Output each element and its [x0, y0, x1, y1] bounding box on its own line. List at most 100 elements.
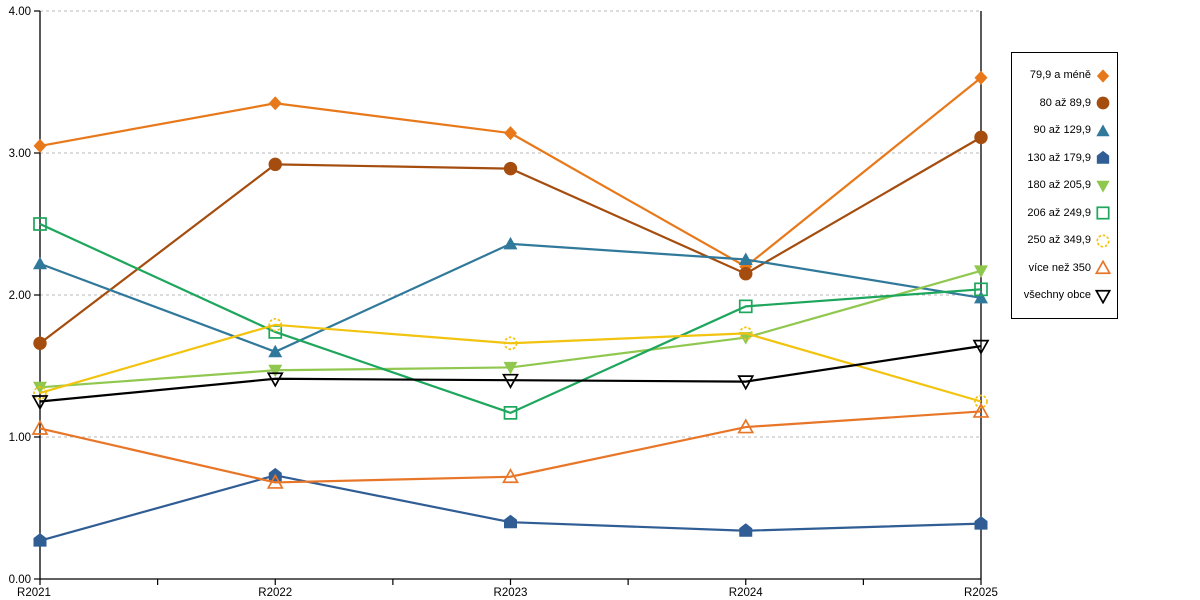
- x-axis-tick-label: R2024: [729, 587, 763, 599]
- legend-item-8: všechny obce: [1014, 288, 1111, 304]
- circle-marker: [268, 157, 282, 172]
- circle-marker: [1096, 96, 1110, 110]
- triangle-down-marker: [503, 361, 518, 375]
- triangle-up-marker: [268, 344, 283, 358]
- series-0: [33, 70, 988, 274]
- legend-item-2: 90 až 129,9: [1014, 123, 1111, 139]
- triangle-up-marker: [266, 473, 284, 489]
- triangle-up-legend-icon: [1095, 260, 1111, 275]
- legend-item-label: 130 až 179,9: [1027, 151, 1091, 164]
- circle-dashed-marker: [738, 326, 753, 341]
- pentagon-marker: [974, 516, 988, 530]
- square-marker: [1096, 206, 1110, 220]
- circle-dashed-marker: [33, 386, 47, 400]
- legend-item-label: 90 až 129,9: [1033, 124, 1092, 136]
- legend-item-label: 79,9 a méně: [1029, 69, 1091, 81]
- pentagon-marker: [504, 514, 517, 529]
- y-axis-tick-label: 3.00: [9, 148, 31, 160]
- y-axis-tick-label: 1.00: [9, 432, 31, 444]
- diamond-marker: [1096, 68, 1110, 83]
- x-axis-tick-label: R2025: [964, 587, 998, 599]
- legend-item-label: 250 až 349,9: [1027, 234, 1091, 246]
- square-legend-icon: [1096, 206, 1110, 220]
- series-line-8: [39, 345, 982, 403]
- circle-marker: [503, 161, 518, 176]
- triangle-up-marker: [1096, 123, 1110, 136]
- diamond-marker: [268, 96, 282, 111]
- legend-item-0: 79,9 a méně: [1014, 68, 1111, 84]
- circle-dashed-marker: [268, 317, 283, 332]
- x-axis-tick-label: R2023: [494, 587, 528, 599]
- series-2: [33, 236, 988, 358]
- legend-item-5: 206 až 249,9: [1014, 205, 1111, 221]
- triangle-down-marker: [1095, 289, 1111, 304]
- legend-item-label: více než 350: [1028, 261, 1091, 274]
- triangle-down-marker: [266, 372, 284, 388]
- square-marker: [974, 282, 988, 297]
- diamond-marker: [504, 126, 517, 141]
- pentagon-marker: [739, 523, 753, 537]
- circle-dashed-marker: [1096, 233, 1110, 248]
- legend-item-label: všechny obce: [1023, 289, 1091, 301]
- triangle-down-marker: [268, 364, 283, 378]
- x-axis-tick-label: R2021: [17, 587, 51, 599]
- diamond-marker: [33, 138, 47, 153]
- circle-marker: [974, 130, 988, 145]
- triangle-down-marker: [974, 265, 988, 278]
- triangle-down-marker: [31, 395, 49, 411]
- circle-dashed-legend-icon: [1096, 233, 1110, 248]
- series-7: [31, 402, 990, 489]
- series-line-7: [39, 410, 982, 484]
- chart-legend: 79,9 a méně 80 až 89,9 90 až 129,9 130 až 1…: [1011, 52, 1118, 319]
- triangle-up-marker: [738, 252, 753, 265]
- y-axis-tick-label: 0.00: [9, 574, 31, 586]
- circle-legend-icon: [1096, 96, 1110, 110]
- series-line-3: [39, 474, 982, 542]
- series-5: [33, 217, 988, 420]
- y-axis-tick-label: 4.00: [9, 6, 31, 18]
- legend-item-label: 206 až 249,9: [1027, 206, 1091, 219]
- triangle-up-marker: [502, 468, 519, 484]
- triangle-down-marker: [972, 339, 990, 355]
- x-axis-tick-label: R2022: [258, 587, 292, 599]
- triangle-up-legend-icon: [1096, 123, 1110, 136]
- legend-item-4: 180 až 205,9: [1014, 178, 1111, 194]
- legend-item-1: 80 až 89,9: [1014, 95, 1111, 111]
- square-marker: [503, 406, 518, 420]
- diamond-marker: [974, 70, 988, 85]
- circle-marker: [739, 267, 753, 281]
- square-marker: [738, 299, 753, 314]
- triangle-down-marker: [1096, 180, 1110, 193]
- triangle-down-marker: [737, 375, 755, 391]
- series-8: [31, 339, 990, 411]
- y-axis-tick-label: 2.00: [9, 290, 31, 302]
- pentagon-marker: [33, 533, 47, 547]
- square-marker: [33, 217, 47, 231]
- triangle-up-marker: [33, 256, 47, 270]
- circle-dashed-marker: [974, 394, 988, 409]
- legend-item-7: více než 350: [1014, 260, 1111, 276]
- triangle-down-marker: [33, 381, 47, 395]
- triangle-up-marker: [503, 236, 518, 250]
- pentagon-marker: [1096, 150, 1110, 164]
- triangle-up-marker: [974, 290, 988, 304]
- legend-item-label: 80 až 89,9: [1039, 96, 1091, 109]
- pentagon-legend-icon: [1096, 150, 1110, 164]
- triangle-up-marker: [737, 418, 755, 434]
- triangle-up-marker: [972, 402, 990, 418]
- legend-item-6: 250 až 349,9: [1014, 233, 1111, 249]
- circle-marker: [33, 336, 47, 350]
- series-1: [33, 130, 988, 350]
- series-line-5: [39, 223, 982, 415]
- triangle-up-marker: [1095, 260, 1111, 275]
- triangle-down-legend-icon: [1096, 180, 1110, 193]
- circle-dashed-marker: [503, 336, 518, 351]
- series-line-2: [39, 242, 982, 353]
- series-3: [33, 467, 988, 547]
- series-6: [33, 317, 988, 409]
- triangle-up-marker: [31, 419, 49, 435]
- triangle-down-legend-icon: [1095, 289, 1111, 304]
- series-line-6: [39, 323, 982, 403]
